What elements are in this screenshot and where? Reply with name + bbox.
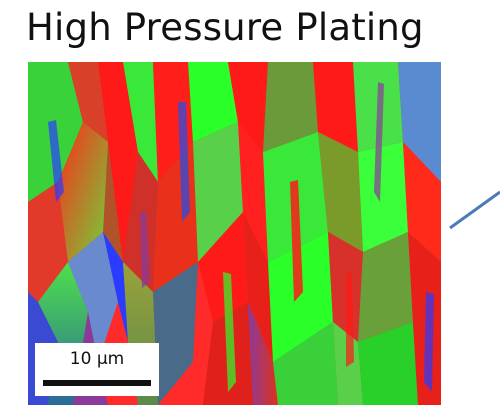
ebsd-orientation-map (28, 62, 441, 405)
scale-bar-line (43, 380, 151, 386)
scale-bar-label: 10 μm (69, 349, 125, 369)
scale-bar: 10 μm (35, 343, 159, 396)
pointer-line (449, 190, 500, 230)
figure-title: High Pressure Plating (26, 6, 424, 49)
